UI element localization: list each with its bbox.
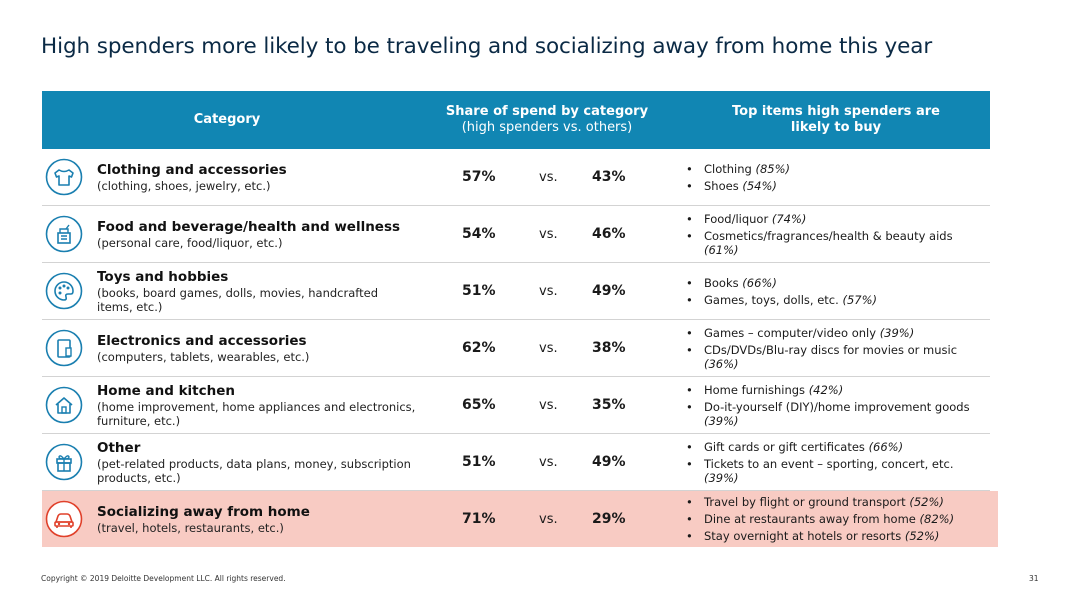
others-share: 46% — [592, 226, 626, 242]
category-description: (clothing, shoes, jewelry, etc.) — [97, 178, 271, 193]
category-name: Clothing and accessories — [97, 161, 287, 178]
top-item: Stay overnight at hotels or resorts (52%… — [682, 529, 987, 543]
palette-icon — [45, 272, 83, 310]
header-top-line2: likely to buy — [790, 120, 882, 135]
others-share: 49% — [592, 454, 626, 470]
category-cell: Clothing and accessories (clothing, shoe… — [97, 149, 417, 205]
table-row: Electronics and accessories (computers, … — [42, 320, 990, 377]
top-items-list: Food/liquor (74%) Cosmetics/fragrances/he… — [682, 206, 987, 262]
category-cell: Food and beverage/health and wellness (p… — [97, 206, 417, 262]
category-cell: Electronics and accessories (computers, … — [97, 320, 417, 376]
category-description: (computers, tablets, wearables, etc.) — [97, 349, 310, 364]
top-items-list: Games – computer/video only (39%) CDs/DVD… — [682, 320, 987, 376]
category-description: (home improvement, home appliances and e… — [97, 399, 416, 428]
category-name: Toys and hobbies — [97, 268, 229, 285]
top-item: Shoes (54%) — [682, 179, 987, 193]
top-item: Games, toys, dolls, etc. (57%) — [682, 293, 987, 307]
category-name: Food and beverage/health and wellness — [97, 218, 401, 235]
shirt-icon — [45, 158, 83, 196]
top-item: CDs/DVDs/Blu-ray discs for movies or mus… — [682, 343, 987, 371]
table-row: Socializing away from home (travel, hote… — [42, 491, 998, 547]
category-description: (books, board games, dolls, movies, hand… — [97, 285, 379, 314]
category-description: (pet-related products, data plans, money… — [97, 456, 411, 485]
header-category-label: Category — [193, 112, 261, 127]
vs-label: vs. — [539, 397, 558, 413]
vs-label: vs. — [539, 283, 558, 299]
home-icon — [45, 386, 83, 424]
high-spenders-share: 57% — [462, 169, 496, 185]
high-spenders-share: 54% — [462, 226, 496, 242]
others-share: 29% — [592, 511, 626, 527]
header-category: Category — [42, 91, 412, 149]
top-item: Home furnishings (42%) — [682, 383, 987, 397]
top-item: Clothing (85%) — [682, 162, 987, 176]
top-item: Cosmetics/fragrances/health & beauty aid… — [682, 229, 987, 257]
category-cell: Home and kitchen (home improvement, home… — [97, 377, 417, 433]
others-share: 38% — [592, 340, 626, 356]
header-share: Share of spend by category (high spender… — [412, 91, 682, 149]
category-name: Electronics and accessories — [97, 332, 307, 349]
page-number: 31 — [1029, 574, 1039, 583]
table-row: Toys and hobbies (books, board games, do… — [42, 263, 990, 320]
table-header: Category Share of spend by category (hig… — [42, 91, 990, 149]
header-top-line1: Top items high spenders are — [732, 104, 940, 119]
devices-icon — [45, 329, 83, 367]
others-share: 43% — [592, 169, 626, 185]
vs-label: vs. — [539, 226, 558, 242]
category-name: Home and kitchen — [97, 382, 236, 399]
category-description: (personal care, food/liquor, etc.) — [97, 235, 283, 250]
header-share-line1: Share of spend by category — [445, 104, 649, 119]
top-item: Food/liquor (74%) — [682, 212, 987, 226]
table-row: Food and beverage/health and wellness (p… — [42, 206, 990, 263]
top-items-list: Home furnishings (42%) Do-it-yourself (DI… — [682, 377, 987, 433]
header-top-items: Top items high spenders are likely to bu… — [682, 91, 990, 149]
gift-icon — [45, 443, 83, 481]
table-row: Home and kitchen (home improvement, home… — [42, 377, 990, 434]
category-cell: Socializing away from home (travel, hote… — [97, 491, 417, 547]
table-body: Clothing and accessories (clothing, shoe… — [42, 149, 998, 547]
category-cell: Other (pet-related products, data plans,… — [97, 434, 417, 490]
vs-label: vs. — [539, 340, 558, 356]
others-share: 49% — [592, 283, 626, 299]
top-item: Gift cards or gift certificates (66%) — [682, 440, 987, 454]
top-item: Dine at restaurants away from home (82%) — [682, 512, 987, 526]
top-item: Games – computer/video only (39%) — [682, 326, 987, 340]
category-name: Socializing away from home — [97, 503, 310, 520]
vs-label: vs. — [539, 511, 558, 527]
top-item: Books (66%) — [682, 276, 987, 290]
category-name: Other — [97, 439, 141, 456]
top-item: Do-it-yourself (DIY)/home improvement go… — [682, 400, 987, 428]
top-items-list: Books (66%) Games, toys, dolls, etc. (57%… — [682, 263, 987, 319]
category-cell: Toys and hobbies (books, board games, do… — [97, 263, 417, 319]
high-spenders-share: 65% — [462, 397, 496, 413]
vs-label: vs. — [539, 454, 558, 470]
top-item: Tickets to an event – sporting, concert,… — [682, 457, 987, 485]
high-spenders-share: 71% — [462, 511, 496, 527]
others-share: 35% — [592, 397, 626, 413]
category-table: Category Share of spend by category (hig… — [42, 91, 998, 547]
food-health-icon — [45, 215, 83, 253]
table-row: Clothing and accessories (clothing, shoe… — [42, 149, 990, 206]
page-title: High spenders more likely to be travelin… — [41, 34, 933, 59]
high-spenders-share: 51% — [462, 454, 496, 470]
high-spenders-share: 51% — [462, 283, 496, 299]
vs-label: vs. — [539, 169, 558, 185]
table-row: Other (pet-related products, data plans,… — [42, 434, 990, 491]
top-items-list: Travel by flight or ground transport (52… — [682, 491, 987, 547]
top-items-list: Clothing (85%) Shoes (54%) — [682, 149, 987, 205]
high-spenders-share: 62% — [462, 340, 496, 356]
copyright: Copyright © 2019 Deloitte Development LL… — [41, 574, 286, 583]
category-description: (travel, hotels, restaurants, etc.) — [97, 520, 284, 535]
header-share-line2: (high spenders vs. others) — [461, 120, 633, 135]
top-items-list: Gift cards or gift certificates (66%) Tic… — [682, 434, 987, 490]
car-icon — [45, 500, 83, 538]
top-item: Travel by flight or ground transport (52… — [682, 495, 987, 509]
